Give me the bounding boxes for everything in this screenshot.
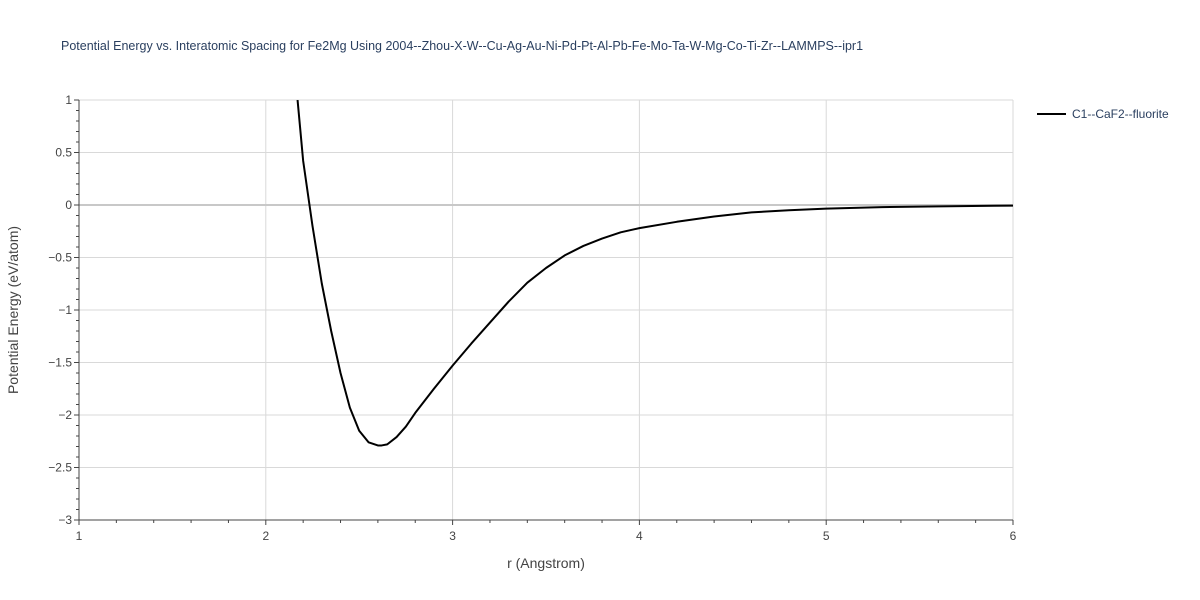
legend-label: C1--CaF2--fluorite (1072, 107, 1169, 121)
y-axis-title: Potential Energy (eV/atom) (5, 226, 21, 394)
x-tick-label: 4 (636, 529, 643, 543)
x-tick-label: 3 (449, 529, 456, 543)
plot-area (296, 100, 1013, 447)
y-tick-label: −3 (58, 513, 72, 527)
axes (74, 99, 1014, 525)
x-tick-label: 6 (1010, 529, 1017, 543)
series-line-0 (296, 100, 1013, 447)
chart-title: Potential Energy vs. Interatomic Spacing… (61, 39, 863, 53)
gridlines (79, 99, 1014, 521)
y-tick-label: −1.5 (48, 356, 72, 370)
legend[interactable]: C1--CaF2--fluorite (1037, 107, 1169, 121)
x-axis-title: r (Angstrom) (507, 555, 585, 571)
y-tick-label: 0 (65, 198, 72, 212)
x-tick-label: 2 (262, 529, 269, 543)
y-tick-labels: 1 0.5 0 −0.5 −1 −1.5 −2 −2.5 −3 (48, 93, 72, 527)
y-tick-label: −2 (58, 408, 72, 422)
y-tick-label: 1 (65, 93, 72, 107)
x-tick-label: 1 (76, 529, 83, 543)
y-tick-label: −1 (58, 303, 72, 317)
y-tick-label: −0.5 (48, 251, 72, 265)
y-tick-label: 0.5 (55, 146, 72, 160)
y-tick-label: −2.5 (48, 461, 72, 475)
x-tick-labels: 1 2 3 4 5 6 (76, 529, 1017, 543)
x-tick-label: 5 (823, 529, 830, 543)
